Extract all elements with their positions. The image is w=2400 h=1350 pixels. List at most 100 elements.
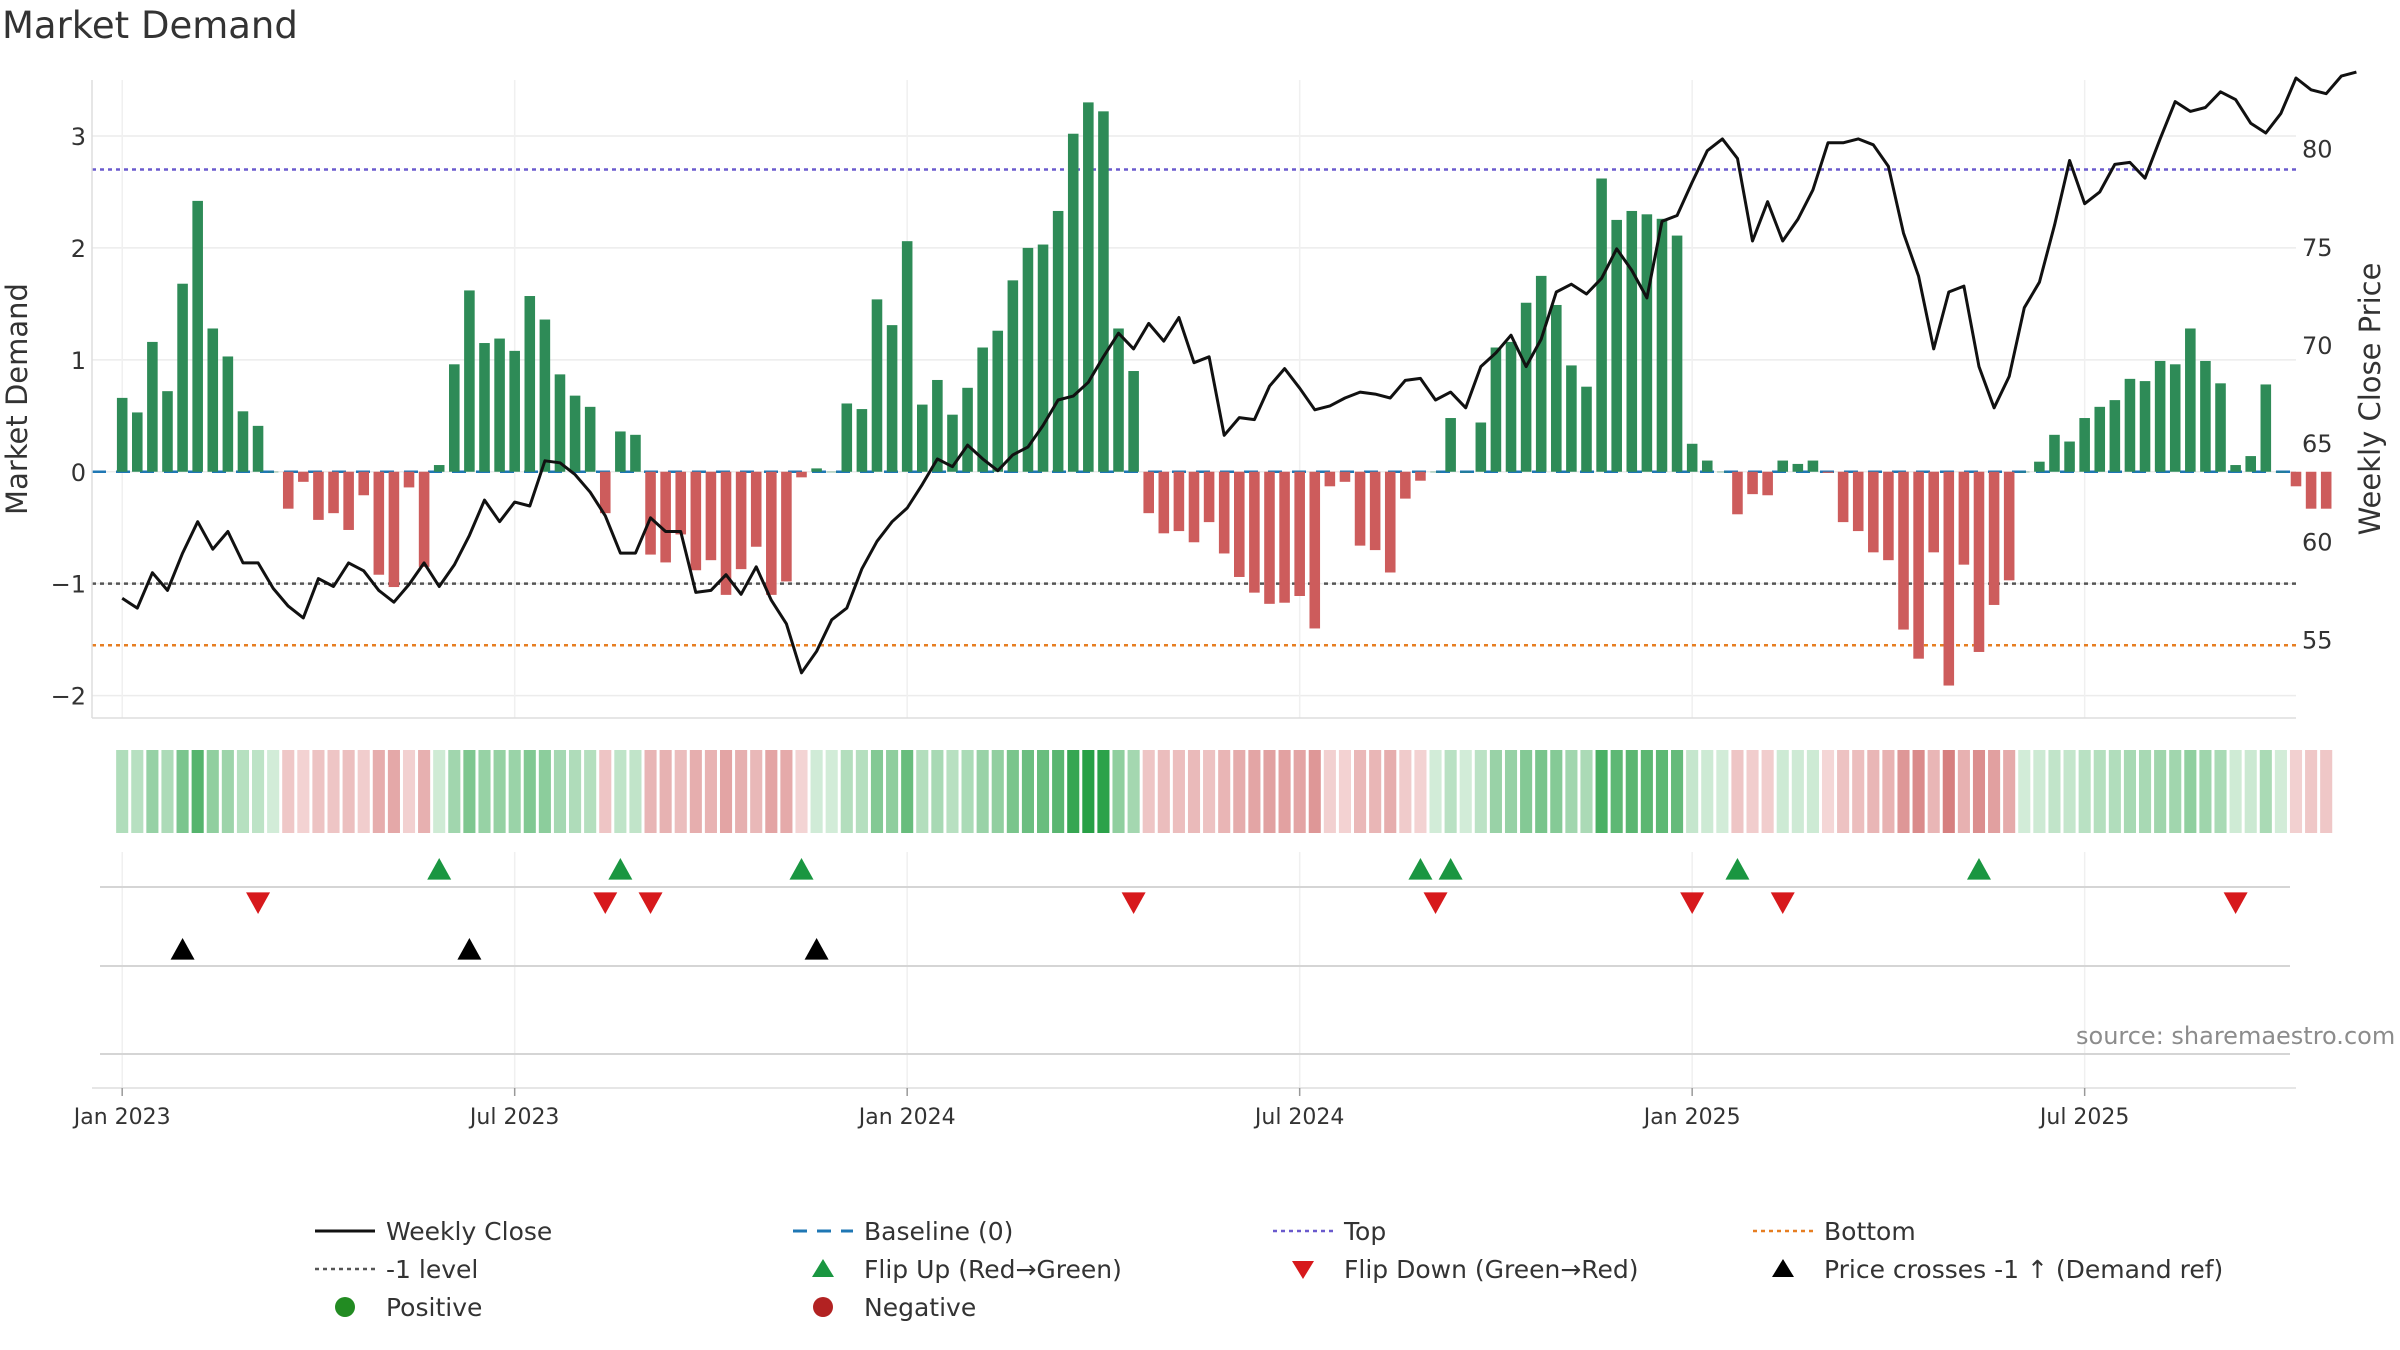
- legend: Weekly Close -1 level Positive Baseline …: [300, 1212, 2300, 1342]
- negative-bar: [298, 471, 309, 482]
- heat-cell: [1429, 750, 1442, 833]
- heat-cell: [221, 750, 234, 833]
- heat-cell: [1837, 750, 1850, 833]
- heat-cell: [901, 750, 914, 833]
- heat-cell: [1655, 750, 1669, 833]
- legend-label: -1 level: [386, 1254, 479, 1284]
- negative-bar: [328, 471, 339, 514]
- heat-cell: [1550, 750, 1563, 833]
- legend-baseline: Baseline (0): [788, 1212, 1013, 1250]
- positive-bar: [886, 325, 898, 472]
- legend-label: Negative: [864, 1292, 977, 1322]
- y-tick-label: 3: [71, 123, 86, 151]
- flip-up-marker: [1725, 858, 1750, 880]
- flip-down-marker: [246, 892, 271, 914]
- legend-label: Price crosses -1 ↑ (Demand ref): [1824, 1254, 2224, 1284]
- negative-bar: [358, 471, 370, 496]
- positive-bar: [1430, 471, 1441, 473]
- legend-label: Top: [1344, 1216, 1387, 1246]
- heat-cell: [357, 750, 370, 833]
- positive-bar: [2109, 400, 2121, 472]
- negative-bar: [282, 471, 294, 509]
- x-tick-label: Jul 2024: [1253, 1105, 1345, 1130]
- legend-minus1: -1 level: [310, 1250, 478, 1288]
- positive-bar: [1460, 471, 1472, 473]
- positive-bar: [630, 434, 641, 472]
- positive-bar: [554, 374, 566, 472]
- flip-down-marker: [593, 892, 618, 914]
- positive-bar: [1686, 443, 1698, 472]
- heat-cell: [1036, 750, 1050, 833]
- positive-bar: [464, 290, 475, 472]
- positive-bar: [2018, 471, 2030, 473]
- heat-cell: [1399, 750, 1412, 833]
- heat-cell: [1731, 750, 1744, 833]
- positive-bar: [1777, 460, 1789, 472]
- heat-cell: [1565, 750, 1578, 833]
- negative-bar: [2003, 471, 2015, 581]
- heat-cell: [1852, 750, 1865, 833]
- negative-bar: [1203, 471, 1215, 523]
- negative-bar: [1309, 471, 1321, 629]
- legend-label: Baseline (0): [864, 1216, 1014, 1246]
- negative-bar: [1354, 471, 1366, 546]
- heat-cell: [946, 750, 959, 833]
- heat-cell: [1686, 750, 1699, 833]
- positive-bar: [2034, 461, 2045, 472]
- negative-bar: [1218, 471, 1230, 554]
- negative-bar: [1943, 471, 1955, 686]
- heat-cell: [116, 750, 129, 833]
- heat-cell: [2289, 750, 2303, 833]
- flip-down-marker: [1121, 892, 1146, 914]
- positive-bar: [2215, 383, 2226, 472]
- heat-cell: [2169, 750, 2182, 833]
- heat-cell: [991, 750, 1004, 833]
- positive-dot-icon: [335, 1297, 355, 1317]
- heat-cell: [1323, 750, 1336, 833]
- positive-bar: [1052, 210, 1064, 472]
- heat-cell: [1067, 750, 1080, 833]
- legend-positive: Positive: [310, 1288, 482, 1326]
- positive-bar: [2245, 456, 2256, 472]
- heat-cell: [538, 750, 551, 833]
- heat-cell: [795, 750, 808, 833]
- heat-cell: [1761, 750, 1774, 833]
- heat-cell: [931, 750, 944, 833]
- heat-cell: [1142, 750, 1155, 833]
- positive-bar: [1717, 471, 1728, 473]
- heat-cell: [1625, 750, 1638, 833]
- heat-cell: [674, 750, 687, 833]
- negative-dot-icon: [813, 1297, 833, 1317]
- positive-bar: [1566, 365, 1577, 472]
- heat-cell: [1972, 750, 1986, 833]
- negative-bar: [1294, 471, 1305, 596]
- positive-bar: [1596, 178, 1607, 472]
- heat-cell: [599, 750, 612, 833]
- negative-bar: [1762, 471, 1773, 496]
- heat-cell: [206, 750, 219, 833]
- negative-bar: [675, 471, 687, 535]
- positive-bar: [1581, 386, 1592, 472]
- heat-cell: [2199, 750, 2212, 833]
- negative-bar: [766, 471, 777, 595]
- positive-bar: [1626, 210, 1638, 472]
- heat-cell: [1897, 750, 1910, 833]
- heat-cell: [2320, 750, 2333, 833]
- flip-down-marker: [1680, 892, 1705, 914]
- positive-bar: [116, 397, 128, 472]
- negative-bar: [1173, 471, 1185, 532]
- positive-bar: [479, 343, 490, 472]
- flip-up-marker: [427, 858, 452, 880]
- heat-cell: [976, 750, 989, 833]
- positive-bar: [494, 338, 505, 472]
- legend-flip-up: Flip Up (Red→Green): [788, 1250, 1122, 1288]
- heat-cell: [267, 750, 280, 833]
- positive-bar: [132, 412, 143, 472]
- negative-bar: [1852, 471, 1864, 532]
- heat-cell: [282, 750, 295, 833]
- negative-bar: [735, 471, 747, 570]
- heat-cell: [1957, 750, 1970, 833]
- positive-bar: [2260, 384, 2272, 472]
- negative-bar: [1249, 471, 1260, 593]
- positive-bar: [2200, 360, 2211, 472]
